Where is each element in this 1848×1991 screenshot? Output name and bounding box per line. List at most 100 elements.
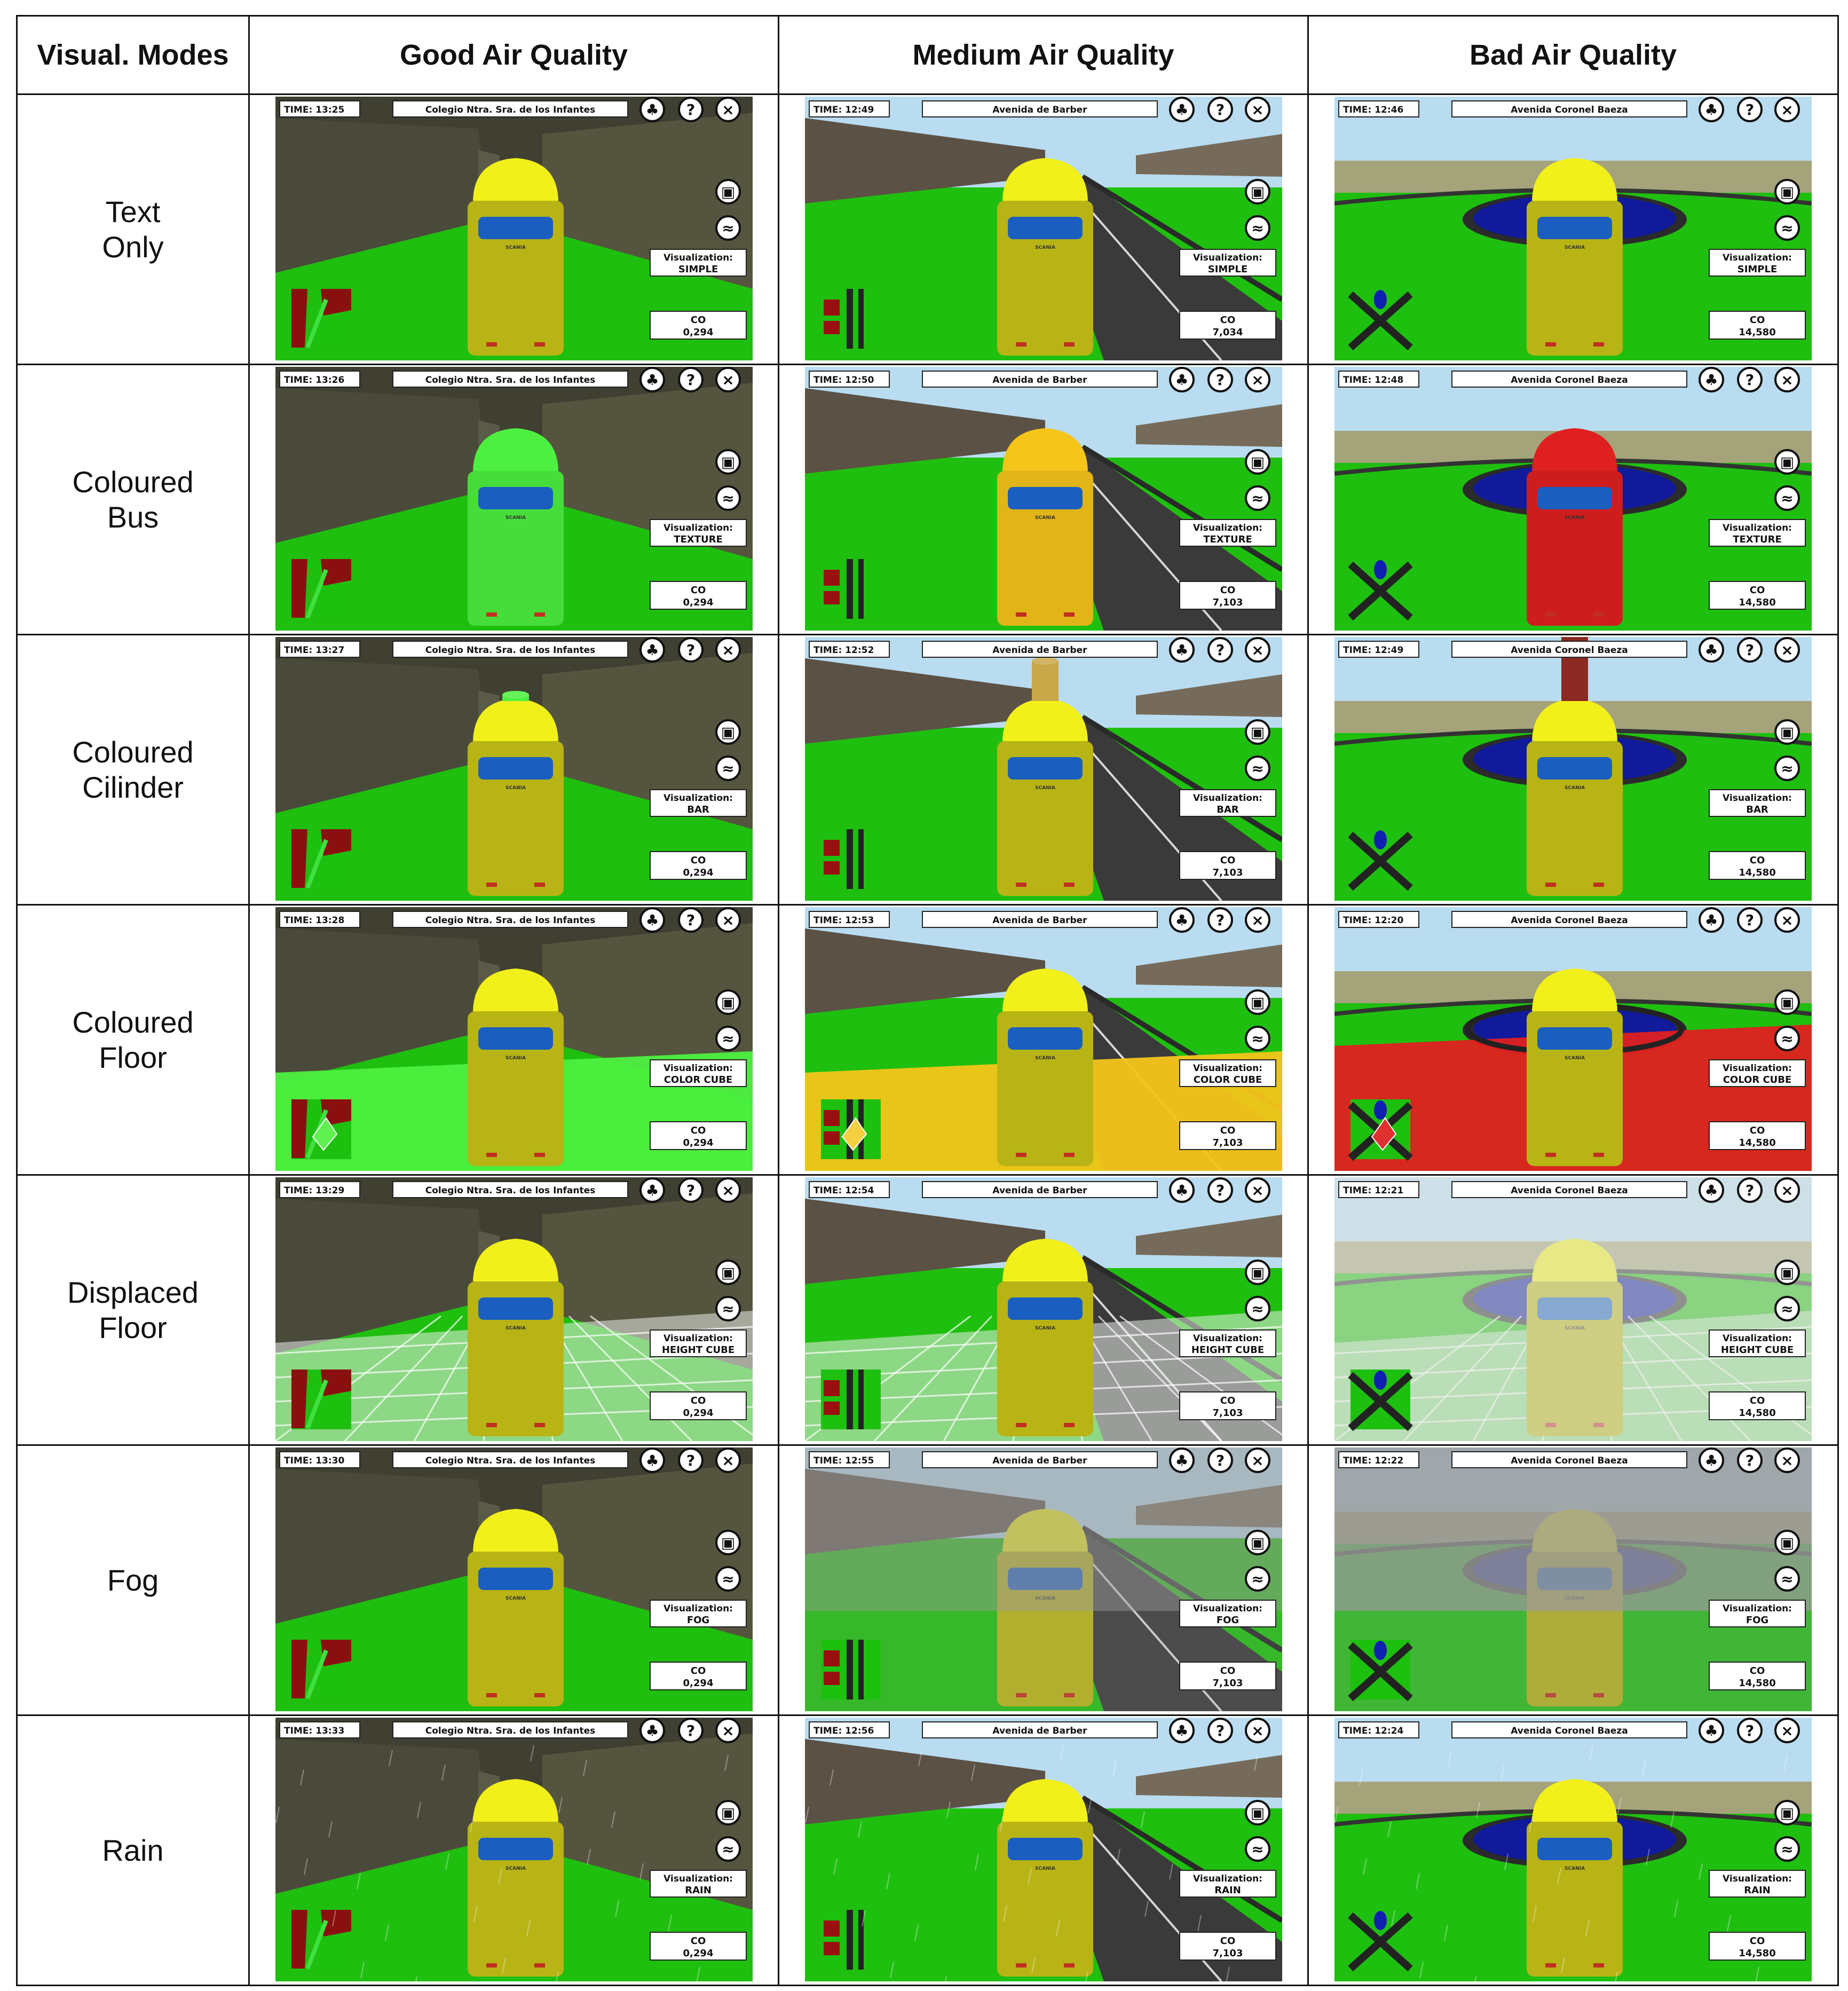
bus-icon[interactable]: ▣ xyxy=(715,449,741,475)
bus-icon[interactable]: ▣ xyxy=(715,1800,741,1825)
chart-icon[interactable]: ≈ xyxy=(1244,1296,1270,1321)
close-icon[interactable]: × xyxy=(715,1177,741,1203)
bus-icon[interactable]: ▣ xyxy=(715,989,741,1015)
chart-icon[interactable]: ≈ xyxy=(715,215,741,241)
chart-icon[interactable]: ≈ xyxy=(715,1026,741,1051)
trees-icon[interactable]: ♣ xyxy=(1168,1177,1195,1203)
help-icon[interactable]: ? xyxy=(1207,1177,1233,1203)
help-icon[interactable]: ? xyxy=(1737,907,1763,933)
trees-icon[interactable]: ♣ xyxy=(1699,907,1724,933)
chart-icon[interactable]: ≈ xyxy=(1774,756,1800,781)
chart-icon[interactable]: ≈ xyxy=(715,1836,741,1862)
help-icon[interactable]: ? xyxy=(1737,1718,1763,1743)
help-icon[interactable]: ? xyxy=(677,1447,704,1473)
trees-icon[interactable]: ♣ xyxy=(1168,97,1195,122)
bus-icon[interactable]: ▣ xyxy=(715,719,741,745)
close-icon[interactable]: × xyxy=(1244,1718,1270,1743)
trees-icon[interactable]: ♣ xyxy=(639,907,665,933)
bus-icon[interactable]: ▣ xyxy=(715,1260,741,1285)
help-icon[interactable]: ? xyxy=(1207,97,1233,122)
chart-icon[interactable]: ≈ xyxy=(1774,1566,1800,1592)
close-icon[interactable]: × xyxy=(1774,367,1800,392)
close-icon[interactable]: × xyxy=(715,1447,741,1473)
trees-icon[interactable]: ♣ xyxy=(1699,97,1724,122)
close-icon[interactable]: × xyxy=(1774,907,1800,933)
trees-icon[interactable]: ♣ xyxy=(1699,1447,1724,1473)
close-icon[interactable]: × xyxy=(715,367,741,392)
close-icon[interactable]: × xyxy=(1774,1447,1800,1473)
bus-icon[interactable]: ▣ xyxy=(1774,1800,1800,1825)
chart-icon[interactable]: ≈ xyxy=(1774,485,1800,511)
chart-icon[interactable]: ≈ xyxy=(1244,1566,1270,1592)
help-icon[interactable]: ? xyxy=(1737,1177,1763,1203)
bus-icon[interactable]: ▣ xyxy=(1244,719,1270,745)
help-icon[interactable]: ? xyxy=(677,97,704,122)
close-icon[interactable]: × xyxy=(1244,1177,1270,1203)
trees-icon[interactable]: ♣ xyxy=(1699,1177,1724,1203)
close-icon[interactable]: × xyxy=(1774,97,1800,122)
close-icon[interactable]: × xyxy=(1244,97,1270,122)
close-icon[interactable]: × xyxy=(1244,367,1270,392)
help-icon[interactable]: ? xyxy=(677,1718,704,1743)
help-icon[interactable]: ? xyxy=(1737,97,1763,122)
help-icon[interactable]: ? xyxy=(677,367,704,392)
chart-icon[interactable]: ≈ xyxy=(1774,1296,1800,1321)
close-icon[interactable]: × xyxy=(1774,1177,1800,1203)
bus-icon[interactable]: ▣ xyxy=(715,179,741,204)
trees-icon[interactable]: ♣ xyxy=(639,97,665,122)
bus-icon[interactable]: ▣ xyxy=(1244,1260,1270,1285)
chart-icon[interactable]: ≈ xyxy=(1774,1026,1800,1051)
trees-icon[interactable]: ♣ xyxy=(1168,1447,1195,1473)
trees-icon[interactable]: ♣ xyxy=(639,367,665,392)
trees-icon[interactable]: ♣ xyxy=(639,1718,665,1743)
help-icon[interactable]: ? xyxy=(1207,1447,1233,1473)
close-icon[interactable]: × xyxy=(1774,1718,1800,1743)
bus-icon[interactable]: ▣ xyxy=(1244,1800,1270,1825)
bus-icon[interactable]: ▣ xyxy=(1774,1260,1800,1285)
help-icon[interactable]: ? xyxy=(677,907,704,933)
help-icon[interactable]: ? xyxy=(1207,907,1233,933)
close-icon[interactable]: × xyxy=(715,97,741,122)
close-icon[interactable]: × xyxy=(1244,907,1270,933)
close-icon[interactable]: × xyxy=(1244,1447,1270,1473)
help-icon[interactable]: ? xyxy=(677,1177,704,1203)
trees-icon[interactable]: ♣ xyxy=(1168,367,1195,392)
trees-icon[interactable]: ♣ xyxy=(1168,907,1195,933)
help-icon[interactable]: ? xyxy=(1737,637,1763,663)
close-icon[interactable]: × xyxy=(1244,637,1270,663)
bus-icon[interactable]: ▣ xyxy=(1244,1530,1270,1555)
trees-icon[interactable]: ♣ xyxy=(1699,637,1724,663)
trees-icon[interactable]: ♣ xyxy=(1699,367,1724,392)
trees-icon[interactable]: ♣ xyxy=(1168,1718,1195,1743)
bus-icon[interactable]: ▣ xyxy=(1244,989,1270,1015)
bus-icon[interactable]: ▣ xyxy=(1774,1530,1800,1555)
trees-icon[interactable]: ♣ xyxy=(1699,1718,1724,1743)
help-icon[interactable]: ? xyxy=(1207,367,1233,392)
chart-icon[interactable]: ≈ xyxy=(1244,1836,1270,1862)
chart-icon[interactable]: ≈ xyxy=(1244,485,1270,511)
bus-icon[interactable]: ▣ xyxy=(1774,179,1800,204)
chart-icon[interactable]: ≈ xyxy=(1244,756,1270,781)
help-icon[interactable]: ? xyxy=(1207,1718,1233,1743)
close-icon[interactable]: × xyxy=(1774,637,1800,663)
help-icon[interactable]: ? xyxy=(1737,367,1763,392)
chart-icon[interactable]: ≈ xyxy=(715,756,741,781)
chart-icon[interactable]: ≈ xyxy=(1244,1026,1270,1051)
trees-icon[interactable]: ♣ xyxy=(639,1447,665,1473)
chart-icon[interactable]: ≈ xyxy=(1774,215,1800,241)
bus-icon[interactable]: ▣ xyxy=(1774,719,1800,745)
help-icon[interactable]: ? xyxy=(1737,1447,1763,1473)
bus-icon[interactable]: ▣ xyxy=(1244,449,1270,475)
trees-icon[interactable]: ♣ xyxy=(1168,637,1195,663)
close-icon[interactable]: × xyxy=(715,907,741,933)
bus-icon[interactable]: ▣ xyxy=(1244,179,1270,204)
chart-icon[interactable]: ≈ xyxy=(1774,1836,1800,1862)
chart-icon[interactable]: ≈ xyxy=(715,1296,741,1321)
help-icon[interactable]: ? xyxy=(677,637,704,663)
close-icon[interactable]: × xyxy=(715,637,741,663)
close-icon[interactable]: × xyxy=(715,1718,741,1743)
trees-icon[interactable]: ♣ xyxy=(639,637,665,663)
trees-icon[interactable]: ♣ xyxy=(639,1177,665,1203)
help-icon[interactable]: ? xyxy=(1207,637,1233,663)
chart-icon[interactable]: ≈ xyxy=(715,1566,741,1592)
